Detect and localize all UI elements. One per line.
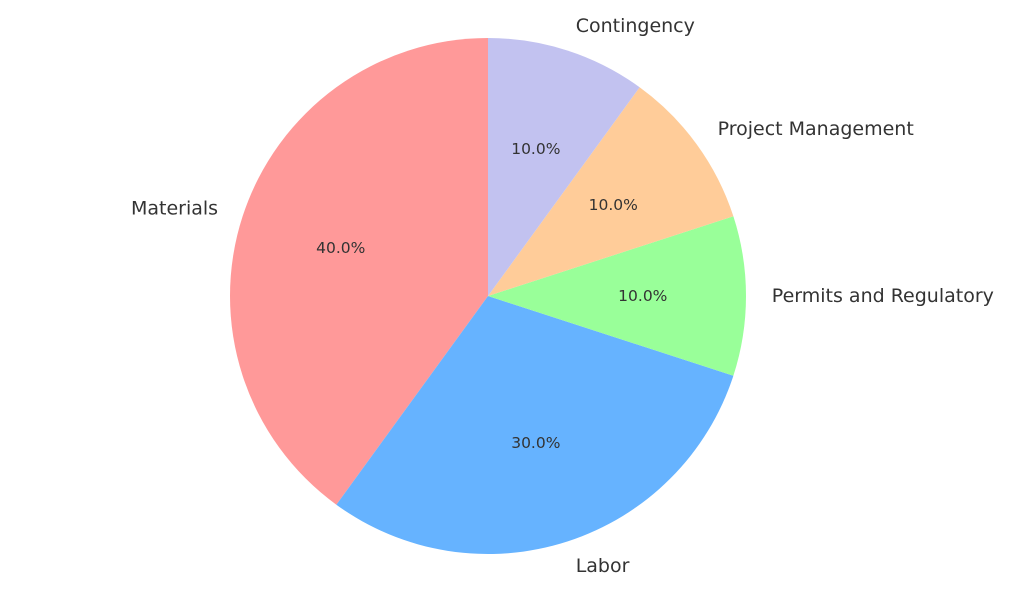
- pie-slice-labor: [336, 296, 734, 554]
- percent-label: 40.0%: [316, 239, 365, 257]
- pie-slice-contingency: [488, 38, 640, 296]
- percent-label: 10.0%: [511, 140, 560, 158]
- category-label: Permits and Regulatory: [772, 285, 994, 307]
- percent-label: 30.0%: [511, 434, 560, 452]
- pie-labels: 40.0% Materials 30.0% Labor 10.0% Permits and…: [131, 15, 994, 577]
- category-label: Materials: [131, 197, 218, 219]
- percent-label: 10.0%: [589, 196, 638, 214]
- category-label: Contingency: [576, 15, 695, 37]
- category-label: Labor: [576, 555, 630, 577]
- pie-slice-materials: [229, 38, 488, 505]
- percent-label: 10.0%: [618, 287, 667, 305]
- category-label: Project Management: [718, 118, 914, 140]
- pie-slice-project-management: [488, 87, 734, 296]
- pie-slice-permits-and-regulatory: [488, 216, 746, 376]
- pie-slices: [229, 38, 746, 554]
